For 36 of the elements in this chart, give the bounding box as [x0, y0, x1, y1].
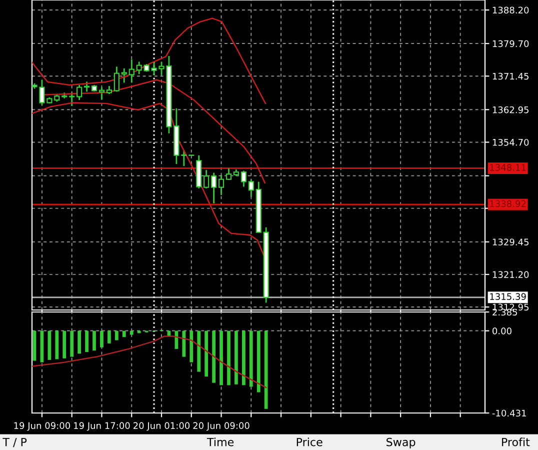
y-tick-label: 1321.20 — [492, 271, 529, 278]
candlestick — [211, 172, 217, 204]
ref-line-label: 1315.39 — [490, 293, 526, 300]
y-tick-label: 1388.20 — [492, 6, 529, 14]
candlestick — [69, 92, 75, 107]
x-tick-label: 20 Jun 01:00 — [133, 422, 190, 431]
y-tick-label: 2.385 — [492, 308, 517, 316]
text: Swap — [386, 438, 416, 448]
candlestick — [248, 178, 254, 198]
candlestick — [128, 58, 134, 84]
ref-line-label: 1338.92 — [490, 200, 526, 208]
y-tick-label: 1354.70 — [492, 138, 529, 146]
x-tick-label: 19 Jun 17:00 — [74, 422, 130, 431]
candlestick — [240, 170, 246, 188]
text: Profit — [502, 438, 530, 446]
y-tick-label: 0.00 — [492, 328, 512, 334]
y-tick-label: 1362.95 — [492, 106, 528, 114]
text: Price — [296, 438, 322, 446]
candlestick — [218, 174, 224, 196]
text: Time — [206, 438, 234, 446]
candlestick — [98, 86, 105, 100]
x-tick-label: 19 Jun 09:00 — [14, 422, 70, 431]
candlestick — [181, 149, 187, 167]
candlestick — [136, 60, 142, 75]
y-tick-label: -10.431 — [492, 410, 526, 417]
candlestick — [114, 66, 120, 92]
candlestick — [84, 81, 90, 92]
text: T / P — [2, 438, 27, 448]
y-tick-label: 1371.45 — [492, 72, 528, 80]
candlestick — [204, 169, 210, 190]
y-tick-label: 1329.45 — [492, 238, 528, 246]
ref-line-label: 1348.11 — [490, 164, 526, 171]
candlestick — [76, 84, 82, 101]
y-tick-label: 1379.70 — [492, 40, 529, 48]
x-tick-label: 20 Jun 09:00 — [193, 422, 250, 431]
candlestick — [121, 68, 127, 84]
